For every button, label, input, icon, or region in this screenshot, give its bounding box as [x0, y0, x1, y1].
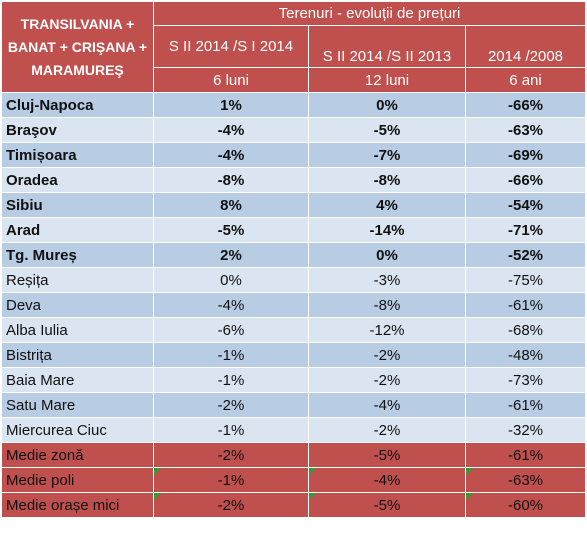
- city-name-cell: Arad: [1, 217, 154, 243]
- table-row: Oradea -8% -8% -66%: [1, 167, 586, 193]
- column-header-yearly: S II 2014 /S II 2013: [308, 25, 466, 68]
- value-cell: -61%: [465, 392, 586, 418]
- value-cell: -4%: [308, 467, 466, 493]
- city-name-cell: Alba Iulia: [1, 317, 154, 343]
- value-cell: -7%: [308, 142, 466, 168]
- city-name-cell: Satu Mare: [1, 392, 154, 418]
- unit-header-6-months: 6 luni: [153, 67, 309, 93]
- value-cell: -5%: [308, 492, 466, 518]
- region-header: TRANSILVANIA + BANAT + CRIŞANA + MARAMUR…: [1, 1, 154, 93]
- value-cell: -4%: [153, 292, 309, 318]
- value-cell: -6%: [153, 317, 309, 343]
- average-row: Medie zonă -2% -5% -61%: [1, 442, 586, 468]
- value-cell: 4%: [308, 192, 466, 218]
- table-row: Arad -5% -14% -71%: [1, 217, 586, 243]
- city-name-cell: Deva: [1, 292, 154, 318]
- value-cell: -8%: [308, 292, 466, 318]
- table-row: Deva -4% -8% -61%: [1, 292, 586, 318]
- value-cell: -4%: [153, 117, 309, 143]
- value-cell: -2%: [308, 417, 466, 443]
- value-cell: -5%: [308, 117, 466, 143]
- table-body: Cluj-Napoca 1% 0% -66% Braşov -4% -5% -63% Timiș…: [1, 92, 586, 518]
- value-cell: 0%: [153, 267, 309, 293]
- unit-header-6-years: 6 ani: [465, 67, 586, 93]
- value-cell: -2%: [153, 442, 309, 468]
- average-row: Medie orașe mici -2% -5% -60%: [1, 492, 586, 518]
- value-cell: -1%: [153, 367, 309, 393]
- city-name-cell: Bistrița: [1, 342, 154, 368]
- city-name-cell: Tg. Mureș: [1, 242, 154, 268]
- value-cell: -68%: [465, 317, 586, 343]
- average-row: Medie poli -1% -4% -63%: [1, 467, 586, 493]
- value-cell: 8%: [153, 192, 309, 218]
- value-cell: -4%: [153, 142, 309, 168]
- value-cell: -69%: [465, 142, 586, 168]
- value-cell: 0%: [308, 242, 466, 268]
- city-name-cell: Medie orașe mici: [1, 492, 154, 518]
- table-row: Baia Mare -1% -2% -73%: [1, 367, 586, 393]
- value-cell: -1%: [153, 467, 309, 493]
- city-name-cell: Oradea: [1, 167, 154, 193]
- value-cell: -60%: [465, 492, 586, 518]
- city-name-cell: Medie zonă: [1, 442, 154, 468]
- value-cell: -4%: [308, 392, 466, 418]
- value-cell: -66%: [465, 92, 586, 118]
- table-row: Tg. Mureș 2% 0% -52%: [1, 242, 586, 268]
- value-cell: -14%: [308, 217, 466, 243]
- price-evolution-table: TRANSILVANIA + BANAT + CRIŞANA + MARAMUR…: [1, 1, 586, 518]
- table-row: Cluj-Napoca 1% 0% -66%: [1, 92, 586, 118]
- unit-header-12-months: 12 luni: [308, 67, 466, 93]
- value-cell: -52%: [465, 242, 586, 268]
- group-header: Terenuri - evoluții de prețuri: [153, 1, 586, 26]
- table-row: Satu Mare -2% -4% -61%: [1, 392, 586, 418]
- value-cell: -5%: [308, 442, 466, 468]
- value-cell: -1%: [153, 342, 309, 368]
- table-row: Sibiu 8% 4% -54%: [1, 192, 586, 218]
- table-row: Alba Iulia -6% -12% -68%: [1, 317, 586, 343]
- table-row: Miercurea Ciuc -1% -2% -32%: [1, 417, 586, 443]
- value-cell: -54%: [465, 192, 586, 218]
- table-row: Timișoara -4% -7% -69%: [1, 142, 586, 168]
- value-cell: 0%: [308, 92, 466, 118]
- table-row: Bistrița -1% -2% -48%: [1, 342, 586, 368]
- value-cell: -61%: [465, 442, 586, 468]
- value-cell: -66%: [465, 167, 586, 193]
- city-name-cell: Baia Mare: [1, 367, 154, 393]
- city-name-cell: Braşov: [1, 117, 154, 143]
- value-cell: 1%: [153, 92, 309, 118]
- value-cell: -71%: [465, 217, 586, 243]
- value-cell: -48%: [465, 342, 586, 368]
- value-cell: 2%: [153, 242, 309, 268]
- value-cell: -8%: [153, 167, 309, 193]
- value-cell: -12%: [308, 317, 466, 343]
- city-name-cell: Reșița: [1, 267, 154, 293]
- value-cell: -2%: [153, 492, 309, 518]
- value-cell: -63%: [465, 117, 586, 143]
- value-cell: -61%: [465, 292, 586, 318]
- city-name-cell: Miercurea Ciuc: [1, 417, 154, 443]
- column-header-semester: S II 2014 /S I 2014: [153, 25, 309, 68]
- city-name-cell: Medie poli: [1, 467, 154, 493]
- city-name-cell: Cluj-Napoca: [1, 92, 154, 118]
- value-cell: -8%: [308, 167, 466, 193]
- value-cell: -73%: [465, 367, 586, 393]
- table-row: Braşov -4% -5% -63%: [1, 117, 586, 143]
- value-cell: -63%: [465, 467, 586, 493]
- value-cell: -5%: [153, 217, 309, 243]
- value-cell: -2%: [308, 367, 466, 393]
- value-cell: -75%: [465, 267, 586, 293]
- column-header-long-term: 2014 /2008: [465, 25, 586, 68]
- table-row: Reșița 0% -3% -75%: [1, 267, 586, 293]
- value-cell: -2%: [153, 392, 309, 418]
- value-cell: -3%: [308, 267, 466, 293]
- value-cell: -1%: [153, 417, 309, 443]
- city-name-cell: Timișoara: [1, 142, 154, 168]
- value-cell: -2%: [308, 342, 466, 368]
- city-name-cell: Sibiu: [1, 192, 154, 218]
- value-cell: -32%: [465, 417, 586, 443]
